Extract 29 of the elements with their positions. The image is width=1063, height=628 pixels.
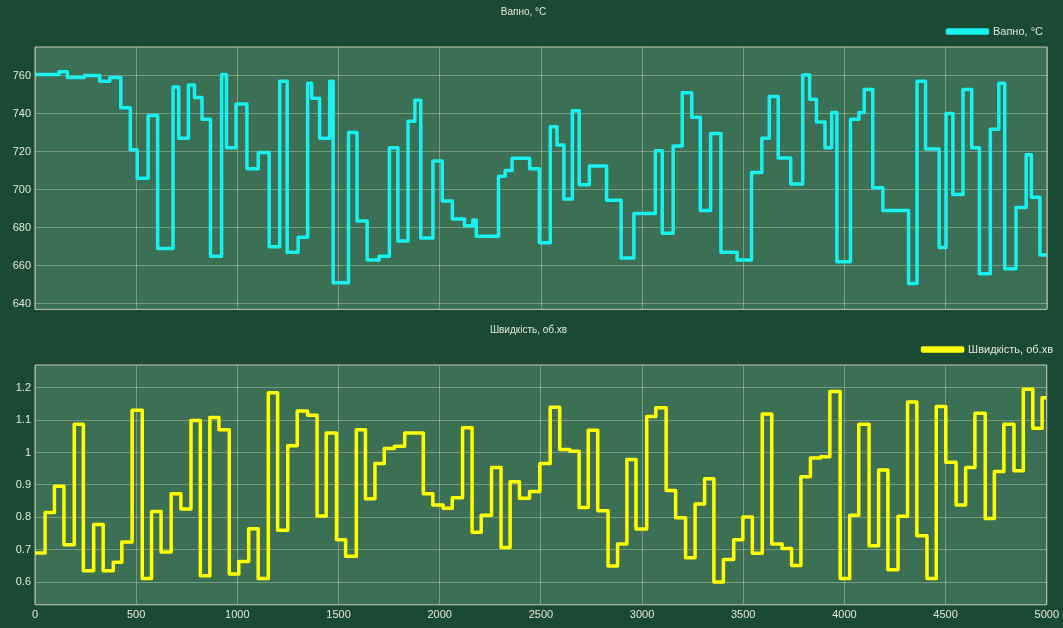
x-tick-label: 2500 (528, 608, 554, 621)
y-tick-label: 740 (12, 106, 31, 119)
x-tick-label: 2000 (427, 608, 452, 621)
x-tick-label: 1500 (326, 608, 351, 621)
chart-title: Швидкість, об.хв (489, 323, 568, 335)
x-tick-label: 0 (31, 608, 39, 621)
y-tick-label: 1 (24, 445, 31, 458)
y-tick-label: 680 (12, 220, 31, 233)
x-tick-label: 4500 (933, 608, 958, 621)
y-tick-label: 1.2 (15, 380, 31, 393)
y-tick-label: 660 (12, 258, 31, 271)
y-tick-label: 700 (12, 182, 31, 195)
y-tick-label: 760 (12, 68, 31, 81)
x-tick-label: 4000 (832, 608, 857, 621)
y-tick-label: 0.9 (15, 477, 31, 490)
x-tick-label: 1000 (225, 608, 250, 621)
x-tick-label: 500 (127, 608, 146, 621)
x-tick-label: 5000 (1034, 608, 1060, 621)
y-tick-label: 0.8 (15, 510, 31, 523)
chart-title: Вапно, °C (500, 5, 547, 17)
x-tick-label: 3500 (730, 608, 756, 621)
y-tick-label: 720 (12, 144, 31, 157)
y-tick-label: 640 (12, 296, 31, 309)
x-tick-label: 3000 (629, 608, 655, 621)
y-tick-label: 0.6 (15, 575, 31, 588)
legend-label: Швидкість, об.хв (968, 342, 1054, 355)
legend-label: Вапно, °C (992, 24, 1044, 37)
y-tick-label: 0.7 (15, 542, 31, 555)
y-tick-label: 1.1 (15, 413, 31, 426)
